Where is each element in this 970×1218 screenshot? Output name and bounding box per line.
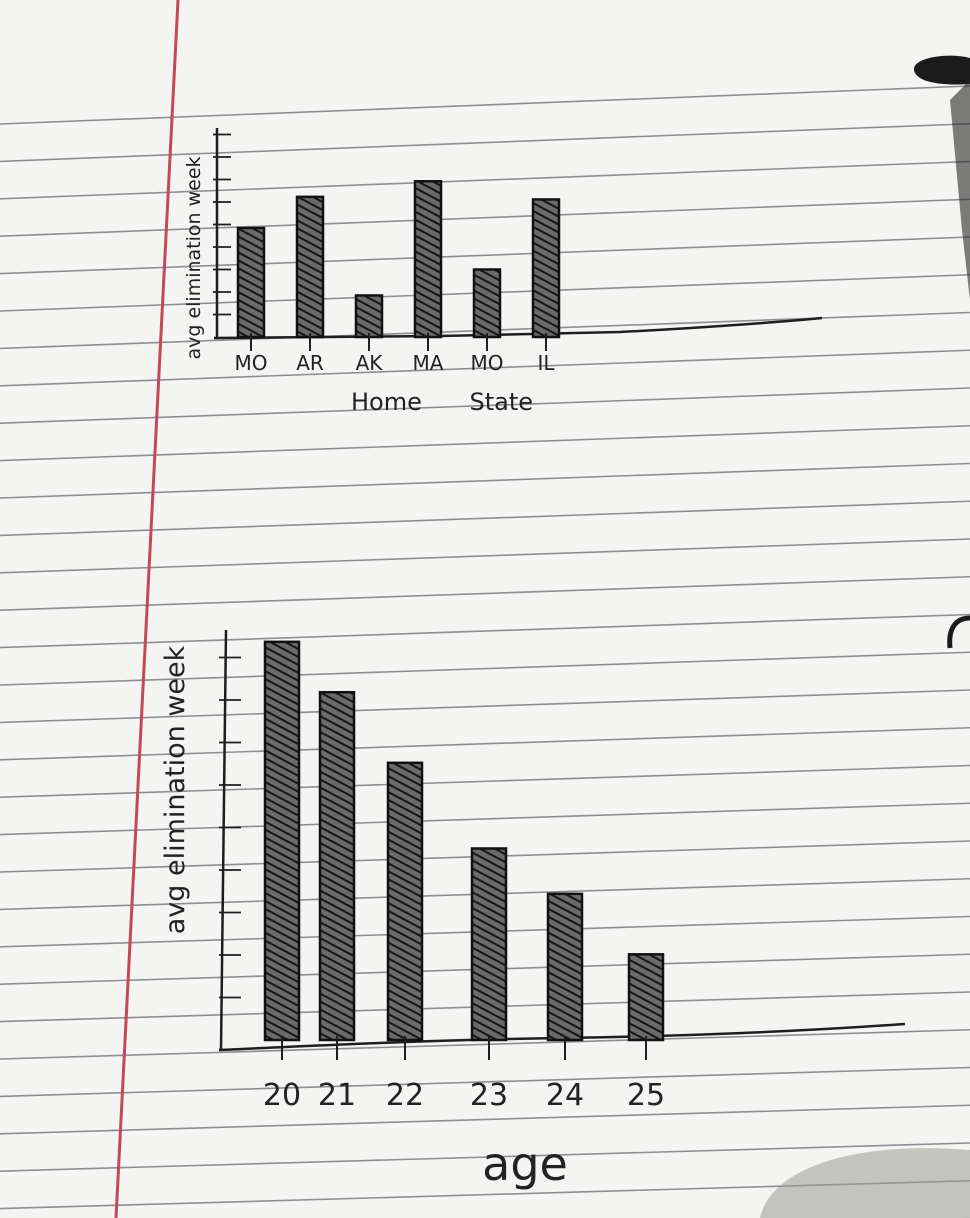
chart1-x-axis-label: Home State [351,388,533,416]
ruled-line [0,1066,970,1098]
binder-hole [913,55,970,85]
chart1-x-tick-marks [250,333,547,351]
margin-line [114,0,180,1218]
ruled-line [0,198,970,237]
chart1-bars [236,180,561,339]
chart2-bar [263,640,301,1042]
ruled-line [0,85,970,125]
chart2-bar [627,953,665,1042]
ruled-line [0,689,970,724]
ruled-line [0,462,970,499]
chart1-category-labels: MO AR AK MA MO IL [235,351,556,375]
chart2-category-label: 20 [263,1078,301,1113]
chart2-bar [546,892,584,1042]
chart2-category-label: 22 [386,1078,424,1113]
chart1-y-axis-label: avg elimination week [183,156,205,359]
chart1-axes [213,128,823,340]
chart2-bar [318,690,356,1042]
chart1-category-label: AR [296,351,324,375]
ruled-line [0,349,970,387]
chart1-bar [472,268,502,339]
ruled-line [0,387,970,424]
chart2-x-tick-marks [281,1036,647,1060]
chart1-category-label: AK [356,351,384,375]
ruled-line [0,726,970,761]
chart2-category-label: 23 [470,1078,508,1113]
ruled-line [0,651,970,686]
chart1-category-label: MO [471,351,504,375]
page-edge-shadow [950,80,970,300]
ruled-line [0,1142,970,1172]
age-chart: 20 21 22 23 24 25 avg elimination week age [160,629,906,1191]
ruled-line [0,613,970,649]
chart1-category-label: MO [235,351,268,375]
binder-hole-edge [947,615,970,649]
chart2-category-label: 25 [627,1078,665,1113]
ruled-line [0,160,970,200]
chart2-bar [386,761,424,1042]
chart1-bar [531,198,561,339]
ruled-line [0,538,970,574]
chart1-y-ticks [213,133,231,316]
chart1-bar [354,294,384,339]
ruled-line [0,424,970,462]
ruled-line [0,122,970,163]
chart2-x-axis-label: age [482,1137,568,1191]
chart2-category-labels: 20 21 22 23 24 25 [263,1078,665,1113]
chart1-bar [295,195,325,339]
chart2-category-label: 21 [318,1078,356,1113]
chart1-bar [413,180,443,339]
chart2-category-label: 24 [546,1078,584,1113]
chart2-y-ticks [219,656,241,999]
ruled-line [0,1104,970,1135]
ruled-line [0,764,970,798]
chart1-category-label: IL [537,351,555,375]
page-shadow [760,1148,970,1218]
ruled-line [0,575,970,611]
ruled-line [0,500,970,537]
ruled-line [0,236,970,275]
chart1-x-axis [213,316,823,340]
chart1-bar [236,226,266,339]
chart2-bar [470,847,508,1042]
home-state-chart: MO AR AK MA MO IL avg elimination week Home S… [183,128,823,416]
chart1-category-label: MA [413,351,444,375]
ruled-line [0,1028,970,1060]
chart2-y-axis-label: avg elimination week [160,645,191,934]
ruled-line [0,802,970,836]
